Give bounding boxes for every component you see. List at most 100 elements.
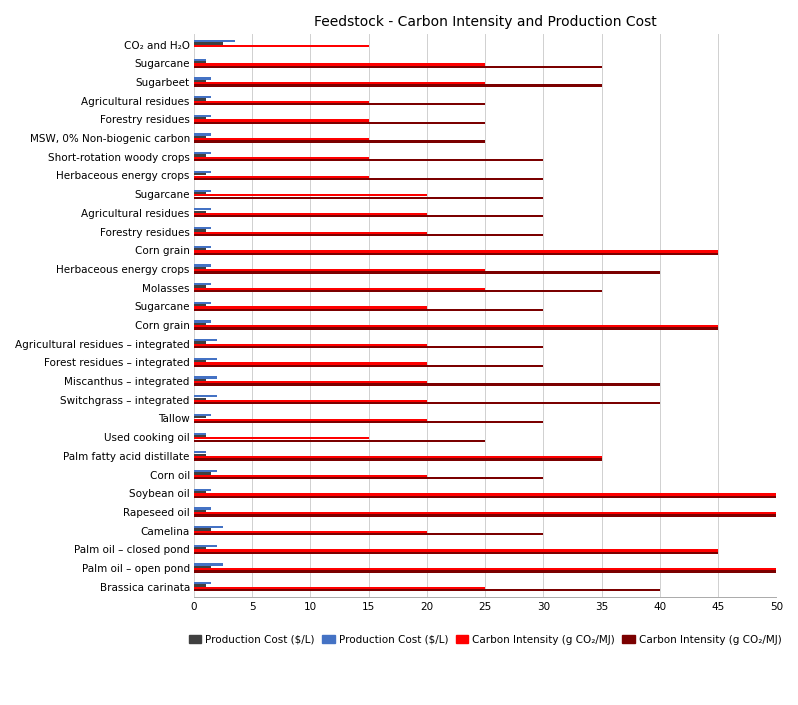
Bar — [194, 290, 602, 293]
Bar — [194, 115, 211, 117]
Bar — [194, 213, 427, 215]
Bar — [194, 552, 718, 554]
Bar — [194, 250, 718, 252]
Bar — [194, 346, 543, 348]
Bar — [194, 565, 211, 568]
Bar — [194, 288, 485, 290]
Bar — [194, 66, 602, 68]
Bar — [194, 472, 211, 474]
Bar — [194, 234, 543, 236]
Bar — [194, 85, 602, 87]
Bar — [194, 307, 427, 309]
Bar — [194, 477, 543, 479]
Bar — [194, 533, 543, 535]
Bar — [194, 339, 217, 341]
Bar — [194, 470, 217, 472]
Bar — [194, 286, 206, 288]
Bar — [194, 508, 211, 510]
Bar — [194, 323, 206, 325]
Bar — [194, 197, 543, 199]
Bar — [194, 266, 206, 269]
Bar — [194, 44, 369, 47]
Bar — [194, 344, 427, 346]
Bar — [194, 474, 427, 477]
Bar — [194, 119, 369, 122]
Bar — [194, 152, 211, 154]
Bar — [194, 440, 485, 442]
Bar — [194, 364, 543, 367]
Bar — [194, 302, 211, 304]
Bar — [194, 178, 543, 180]
Bar — [194, 42, 223, 44]
Bar — [194, 416, 206, 419]
Bar — [194, 101, 369, 103]
Bar — [194, 283, 211, 286]
Bar — [194, 154, 206, 157]
Bar — [194, 190, 211, 192]
Bar — [194, 376, 217, 379]
Bar — [194, 138, 369, 140]
Bar — [194, 589, 660, 591]
Bar — [194, 320, 211, 323]
Bar — [194, 264, 211, 266]
Bar — [194, 117, 206, 119]
Bar — [194, 563, 223, 565]
Bar — [194, 245, 211, 248]
Bar — [194, 59, 206, 61]
Bar — [194, 215, 543, 217]
Bar — [194, 325, 718, 327]
Bar — [194, 545, 217, 547]
Bar — [194, 103, 485, 105]
Bar — [194, 96, 211, 98]
Bar — [194, 232, 427, 234]
Bar — [194, 570, 776, 572]
Bar — [194, 327, 718, 330]
Title: Feedstock - Carbon Intensity and Production Cost: Feedstock - Carbon Intensity and Product… — [314, 15, 657, 29]
Bar — [194, 362, 427, 364]
Bar — [194, 80, 206, 82]
Bar — [194, 531, 427, 533]
Bar — [194, 157, 369, 159]
Bar — [194, 381, 427, 384]
Bar — [194, 515, 776, 517]
Bar — [194, 400, 427, 402]
Bar — [194, 512, 776, 514]
Bar — [194, 456, 602, 458]
Bar — [194, 491, 206, 493]
Bar — [194, 493, 776, 496]
Bar — [194, 269, 485, 271]
Bar — [194, 99, 206, 101]
Bar — [194, 360, 206, 362]
Bar — [194, 402, 660, 405]
Bar — [194, 396, 217, 398]
Bar — [194, 398, 206, 400]
Bar — [194, 433, 206, 435]
Bar — [194, 192, 206, 194]
Bar — [194, 526, 223, 528]
Bar — [194, 171, 211, 173]
Bar — [194, 496, 776, 498]
Bar — [194, 208, 211, 211]
Bar — [194, 271, 660, 274]
Bar — [194, 437, 369, 439]
Bar — [194, 384, 660, 386]
Bar — [194, 510, 206, 512]
Bar — [194, 568, 776, 570]
Bar — [194, 435, 206, 437]
Bar — [194, 136, 206, 138]
Bar — [194, 40, 235, 42]
Bar — [194, 549, 718, 551]
Bar — [194, 122, 485, 124]
Bar — [194, 582, 211, 584]
Bar — [194, 421, 543, 423]
Bar — [194, 528, 211, 531]
Bar — [194, 63, 485, 66]
Bar — [194, 82, 485, 85]
Bar — [194, 419, 427, 421]
Bar — [194, 451, 206, 453]
Bar — [194, 61, 206, 63]
Bar — [194, 341, 206, 343]
Bar — [194, 357, 217, 360]
Bar — [194, 211, 206, 213]
Bar — [194, 227, 211, 229]
